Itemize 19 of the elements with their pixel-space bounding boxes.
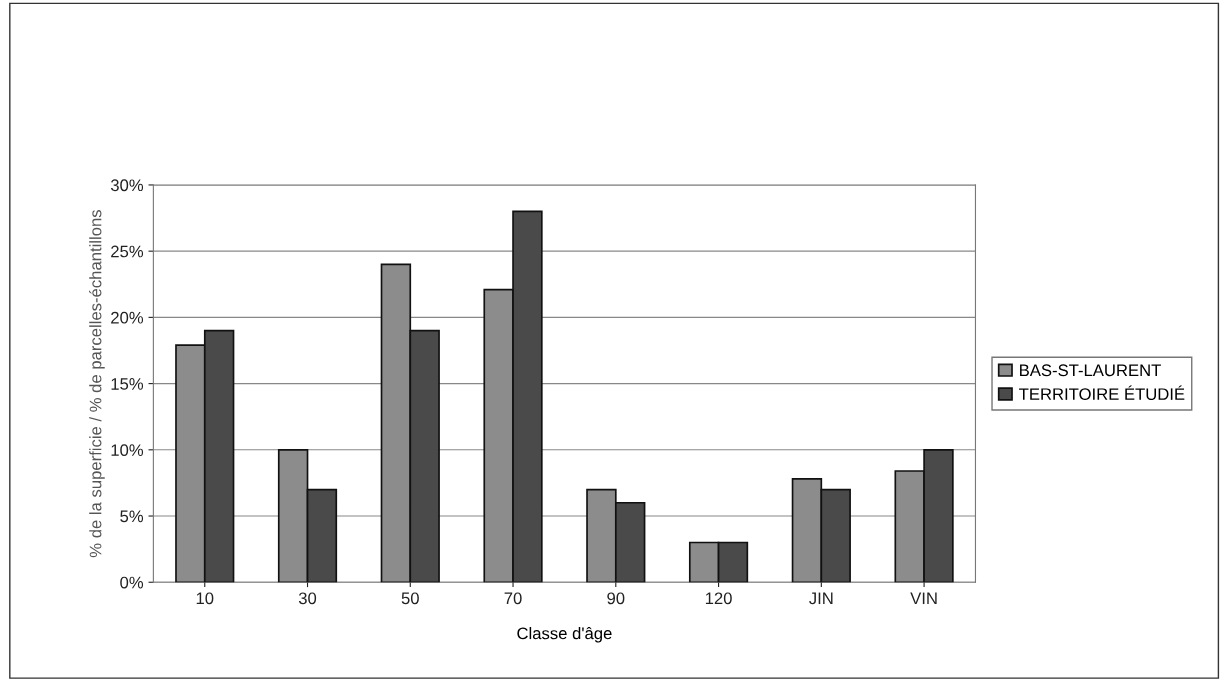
y-tick-label: 10% xyxy=(111,444,144,457)
y-axis-title: % de la superficie / % de parcelles-échantillons xyxy=(89,210,105,558)
y-tick-label: 15% xyxy=(111,378,144,390)
x-tick-label: 120 xyxy=(705,592,732,605)
x-axis-title: Classe d'âge xyxy=(517,626,612,643)
x-tick-label: 50 xyxy=(401,592,419,605)
legend-label: TERRITOIRE ÉTUDIÉ xyxy=(1019,385,1185,401)
x-tick-label: 10 xyxy=(196,592,214,605)
y-tick-label: 0% xyxy=(120,576,144,589)
y-tick-label: 30% xyxy=(110,179,144,192)
y-tick-label: 5% xyxy=(120,510,144,523)
x-tick-label: 90 xyxy=(607,592,625,605)
legend-label: BAS-ST-LAURENT xyxy=(1020,364,1161,377)
x-tick-label: VIN xyxy=(910,592,937,605)
y-tick-label: 20% xyxy=(111,311,144,324)
x-tick-label: JIN xyxy=(809,592,833,605)
y-tick-label: 25% xyxy=(111,245,144,258)
x-tick-label: 30 xyxy=(298,592,317,605)
x-tick-label: 70 xyxy=(504,592,522,605)
